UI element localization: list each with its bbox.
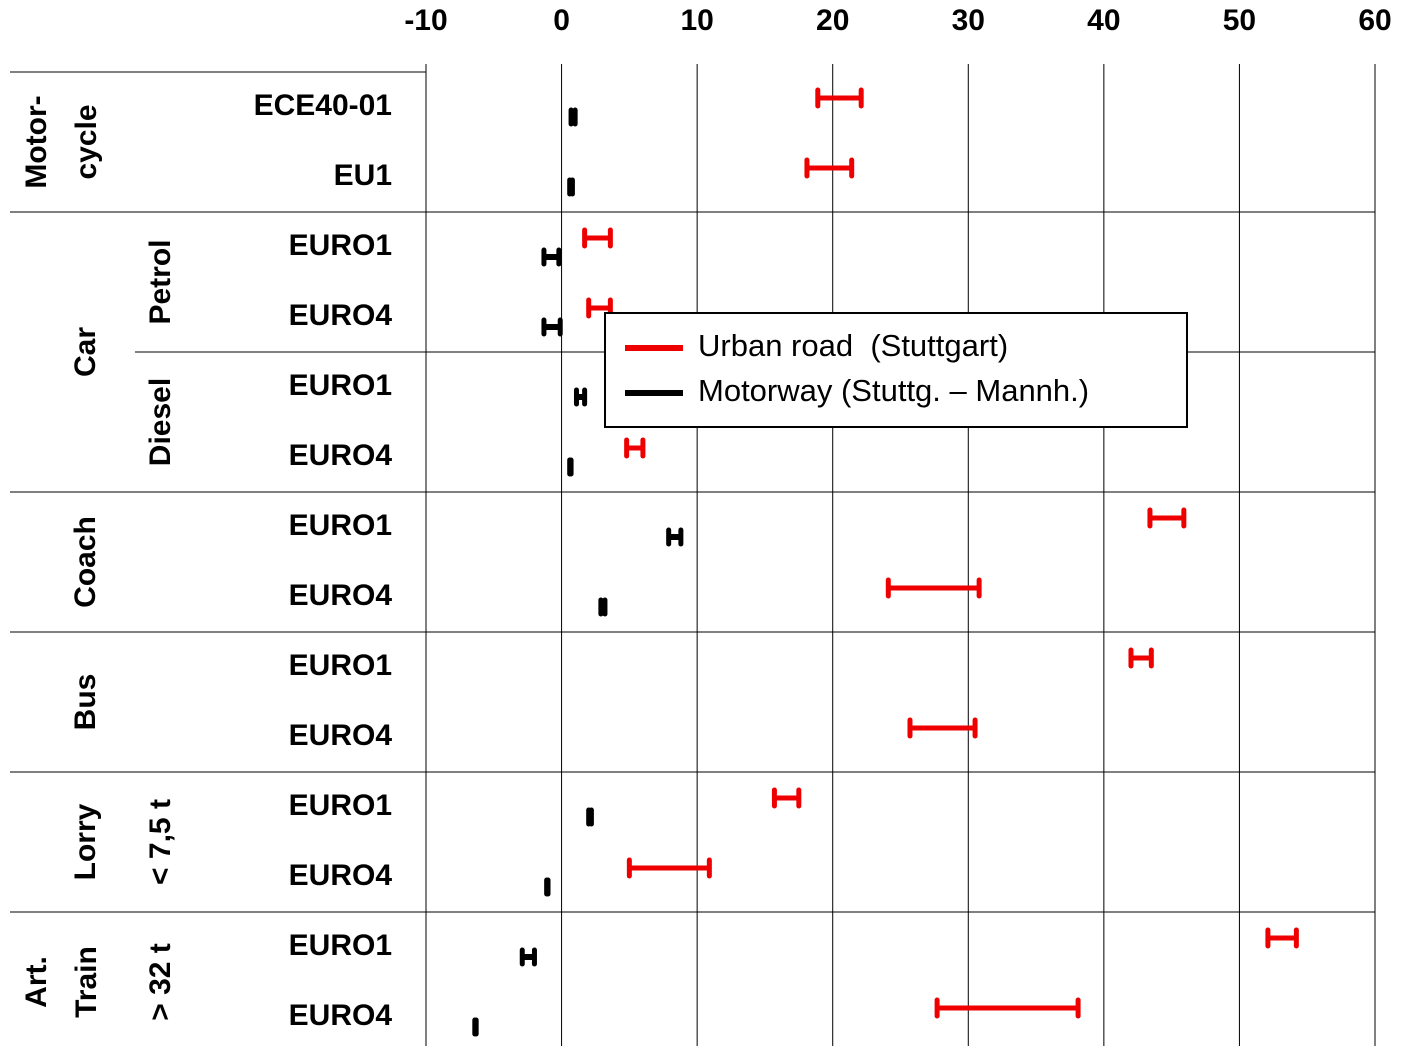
category-label: EURO1	[289, 229, 392, 262]
group-label: Train	[70, 946, 103, 1018]
x-tick-label: 40	[1087, 4, 1120, 37]
category-label: EURO1	[289, 509, 392, 542]
legend-label: Urban road (Stuttgart)	[698, 328, 1008, 363]
x-tick-label: 10	[680, 4, 713, 37]
legend-box	[604, 312, 1188, 428]
group-label: Bus	[69, 674, 102, 731]
legend: Urban road (Stuttgart) Motorway (Stuttg. …	[604, 312, 1188, 428]
x-tick-label: 0	[553, 4, 570, 37]
category-label: EURO4	[289, 439, 393, 472]
category-label: EURO1	[289, 789, 392, 822]
subgroup-label: Diesel	[144, 378, 177, 466]
subgroup-label: Petrol	[144, 239, 177, 324]
category-label: EURO4	[289, 579, 393, 612]
group-label: cycle	[70, 104, 103, 179]
legend-label: Motorway (Stuttg. – Mannh.)	[698, 373, 1089, 408]
category-label: ECE40-01	[254, 89, 392, 122]
subgroup-label: < 7,5 t	[144, 799, 177, 885]
group-label: Motor-	[20, 95, 53, 188]
category-label: EURO1	[289, 369, 392, 402]
group-label: Art.	[20, 956, 53, 1008]
category-label: EURO1	[289, 649, 392, 682]
x-tick-label: -10	[404, 4, 447, 37]
x-tick-label: 60	[1358, 4, 1391, 37]
group-label: Lorry	[69, 803, 102, 880]
category-label: EURO4	[289, 999, 393, 1032]
category-label: EURO4	[289, 299, 393, 332]
category-label: EU1	[334, 159, 392, 192]
category-label: EURO1	[289, 929, 392, 962]
category-label: EURO4	[289, 859, 393, 892]
x-tick-label: 50	[1223, 4, 1256, 37]
group-label: Car	[69, 327, 102, 377]
group-label: Coach	[69, 516, 102, 608]
x-tick-label: 20	[816, 4, 849, 37]
x-tick-label: 30	[952, 4, 985, 37]
subgroup-label: > 32 t	[144, 943, 177, 1021]
category-label: EURO4	[289, 719, 393, 752]
